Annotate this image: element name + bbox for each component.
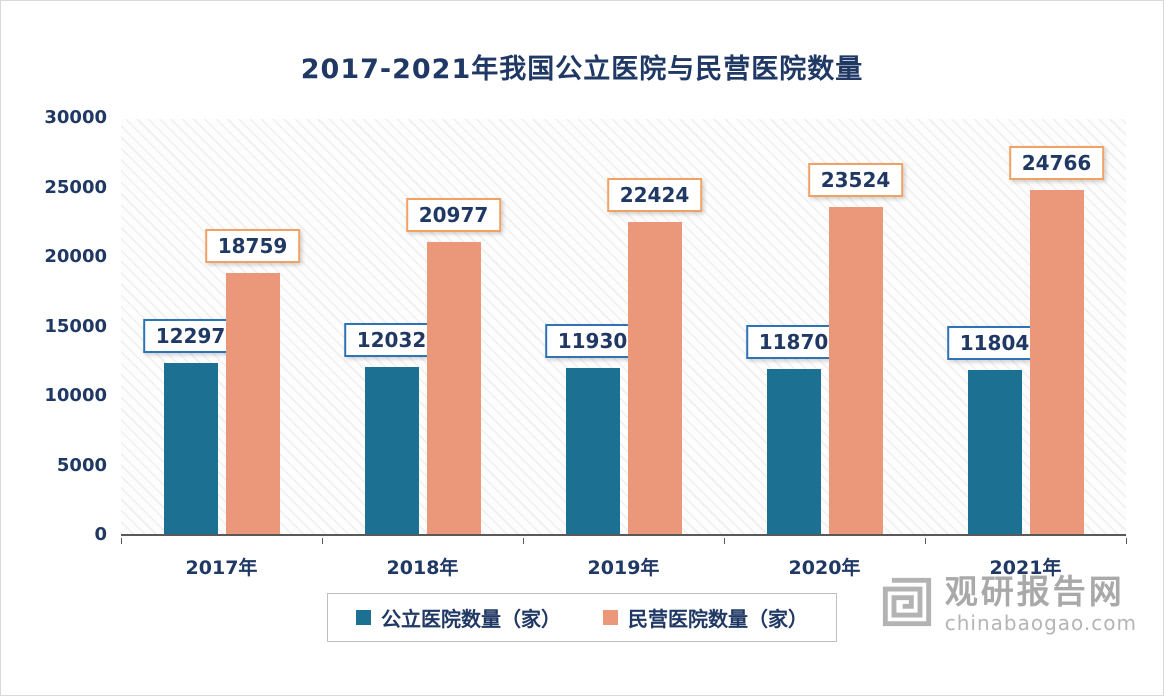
value-label: 18759 [204, 229, 301, 263]
x-axis-label: 2018年 [386, 557, 459, 579]
bar-public [364, 367, 419, 534]
bar-private [225, 273, 280, 534]
x-axis-tick [925, 538, 926, 544]
x-axis-label: 2019年 [587, 557, 660, 579]
chart-title: 2017-2021年我国公立医院与民营医院数量 [300, 54, 864, 85]
value-label: 11870 [745, 325, 842, 359]
watermark: 观研报告网 chinabaogao.com [881, 573, 1137, 635]
bar-public [766, 369, 821, 534]
y-axis-label: 30000 [44, 107, 107, 128]
bar-public [565, 368, 620, 534]
y-axis-label: 0 [94, 524, 107, 545]
x-axis-label: 2021年 [989, 557, 1062, 579]
plot-area: 12297 18759 12032 20977 11930 22424 11870 23524… [121, 119, 1126, 536]
y-axis-label: 20000 [44, 246, 107, 267]
bar-private [426, 242, 481, 534]
y-axis-label: 10000 [44, 385, 107, 406]
legend-item: 民营医院数量（家） [603, 603, 808, 632]
watermark-domain: chinabaogao.com [944, 610, 1137, 635]
bar-private [627, 222, 682, 534]
watermark-text: 观研报告网 chinabaogao.com [945, 573, 1137, 635]
bar-private [1029, 190, 1084, 534]
legend-label: 民营医院数量（家） [628, 607, 808, 631]
x-axis-tick [322, 538, 323, 544]
x-axis-label: 2020年 [788, 557, 861, 579]
x-axis-label: 2017年 [185, 557, 258, 579]
y-axis-label: 25000 [44, 176, 107, 198]
value-label: 12297 [142, 319, 239, 353]
legend-swatch [603, 610, 618, 625]
value-label: 24766 [1008, 146, 1105, 180]
y-axis-label: 5000 [56, 454, 107, 476]
value-label: 23524 [807, 163, 904, 197]
x-axis-tick [724, 538, 725, 544]
legend-item: 公立医院数量（家） [356, 603, 561, 632]
value-label: 12032 [343, 323, 440, 357]
legend-swatch [356, 610, 371, 625]
value-label: 22424 [606, 178, 703, 212]
value-label: 11930 [544, 324, 641, 358]
x-axis-tick [523, 538, 524, 544]
watermark-logo-icon [881, 576, 933, 632]
bar-private [828, 207, 883, 534]
value-label: 20977 [405, 198, 502, 232]
bar-public [163, 363, 218, 534]
legend: 公立医院数量（家） 民营医院数量（家） [327, 593, 837, 642]
x-axis-tick [1126, 538, 1127, 544]
value-label: 11804 [946, 326, 1043, 360]
y-axis-label: 15000 [44, 315, 107, 337]
bar-public [967, 370, 1022, 534]
watermark-brand: 观研报告网 [944, 572, 1125, 611]
x-axis-tick [121, 538, 122, 544]
legend-label: 公立医院数量（家） [381, 607, 561, 631]
